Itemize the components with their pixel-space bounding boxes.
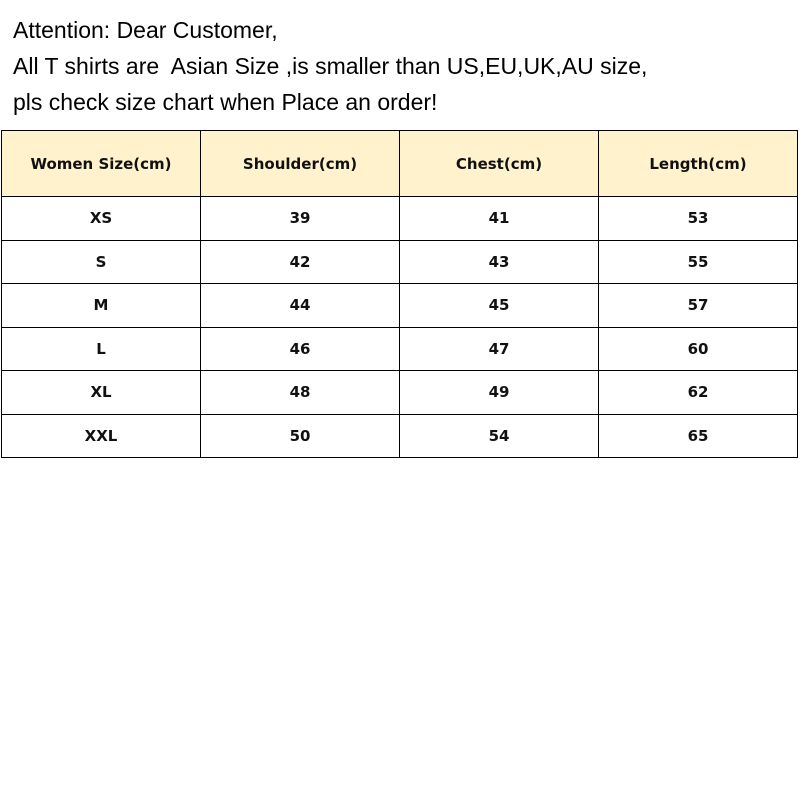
table-cell: 62 — [598, 370, 798, 415]
table-cell: XL — [1, 370, 201, 415]
table-cell: M — [1, 283, 201, 328]
header-cell: Women Size(cm) — [1, 130, 201, 197]
table-cell: 41 — [399, 196, 599, 241]
table-row: M 44 45 57 — [1, 283, 798, 328]
table-cell: 50 — [200, 413, 400, 458]
table-body: XS 39 41 53 S 42 43 55 M 44 45 57 L 46 47 60 XL 48 49 62 XXL… — [1, 196, 798, 458]
table-cell: 60 — [598, 326, 798, 371]
table-cell: 43 — [399, 239, 599, 284]
table-cell: 44 — [200, 283, 400, 328]
table-cell: 53 — [598, 196, 798, 241]
table-cell: 57 — [598, 283, 798, 328]
table-cell: XXL — [1, 413, 201, 458]
table-cell: 39 — [200, 196, 400, 241]
table-cell: S — [1, 239, 201, 284]
table-cell: 45 — [399, 283, 599, 328]
size-chart-table: Women Size(cm) Shoulder(cm) Chest(cm) Le… — [1, 130, 798, 458]
notice: Attention: Dear Customer, All T shirts ar… — [13, 12, 800, 122]
table-cell: 47 — [399, 326, 599, 371]
table-row: L 46 47 60 — [1, 326, 798, 371]
table-row: XXL 50 54 65 — [1, 413, 798, 458]
table-cell: 49 — [399, 370, 599, 415]
white-patch — [533, 118, 800, 130]
table-cell: 55 — [598, 239, 798, 284]
table-row: XL 48 49 62 — [1, 370, 798, 415]
header-cell: Chest(cm) — [399, 130, 599, 197]
notice-line: pls check size chart when Place an order… — [13, 89, 438, 115]
table-cell: 54 — [399, 413, 599, 458]
table-cell: XS — [1, 196, 201, 241]
table-cell: 46 — [200, 326, 400, 371]
header-row: Women Size(cm) Shoulder(cm) Chest(cm) Le… — [1, 130, 798, 197]
header-cell: Shoulder(cm) — [200, 130, 400, 197]
header-cell: Length(cm) — [598, 130, 798, 197]
table-cell: 42 — [200, 239, 400, 284]
notice-line: Attention: Dear Customer, — [13, 17, 278, 43]
table-cell: 48 — [200, 370, 400, 415]
notice-line: All T shirts are Asian Size ,is smaller … — [13, 53, 648, 79]
table-row: S 42 43 55 — [1, 239, 798, 284]
table-row: XS 39 41 53 — [1, 196, 798, 241]
table-cell: 65 — [598, 413, 798, 458]
table-cell: L — [1, 326, 201, 371]
